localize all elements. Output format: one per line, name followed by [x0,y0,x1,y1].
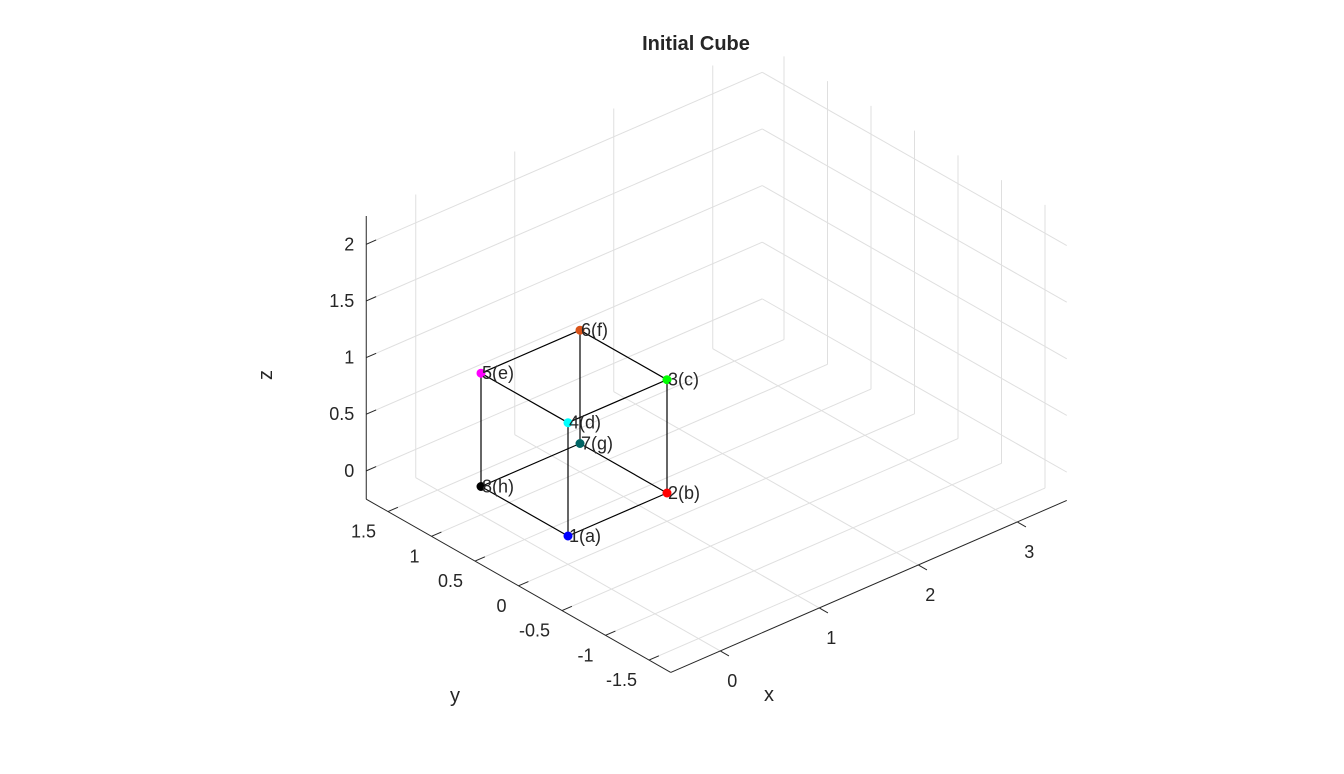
y-tick-label: 0.5 [438,571,463,591]
grid-line [366,128,763,302]
cube-edge [480,372,569,424]
chart-title: Initial Cube [642,33,750,55]
z-tick [366,352,377,359]
grid-line [366,298,763,472]
cube-edge [579,329,668,381]
vertex-marker [662,488,672,498]
cube-vertices: 1(a) 2(b) 3(c) 4(d) 5(e) 6(f) 7(g) 8(h) [476,320,700,546]
y-tick [387,506,399,513]
grid-line [762,71,1067,246]
cube-edge [567,492,668,537]
grid-line [431,363,828,537]
z-tick-label: 1 [344,348,354,368]
cube-edge [480,329,581,374]
grid-line [474,388,872,562]
y-tick-label: 0 [496,596,506,616]
x-tick-label: 0 [727,671,737,691]
y-tick-label: -1.5 [606,670,637,690]
y-tick [474,556,486,562]
grid-layer [366,56,1067,661]
cube-edge [567,379,668,424]
y-tick [605,630,616,636]
y-axis-label: y [450,685,460,707]
vertex-marker [575,325,585,335]
z-axis-label: z [255,370,277,380]
vertex-label: 8(h) [482,477,514,497]
cube-edge [480,485,569,537]
y-tick [648,655,660,661]
x-tick [720,650,730,657]
x-tick [918,564,928,571]
y-tick-label: 1 [409,546,419,566]
vertex-marker [563,418,573,428]
grid-line [648,487,1046,661]
vertex-label: 5(e) [482,363,514,383]
grid-line [762,298,1067,473]
cube-edge [579,442,668,494]
grid-line [561,438,959,612]
y-tick [518,581,529,587]
vertex-marker [563,531,573,541]
grid-line [605,462,1002,636]
y-tick [561,605,573,612]
x-axis-label: x [764,684,774,706]
grid-line [762,185,1067,360]
z-tick-label: 2 [344,234,354,254]
vertex-marker [476,368,486,378]
z-tick [366,296,377,302]
vertex-label: 3(c) [668,370,699,390]
y-tick-label: -1 [577,645,593,665]
y-tick-label: -0.5 [519,621,550,641]
z-tick [366,409,377,415]
vertex-marker [662,375,672,385]
grid-line [366,185,763,359]
z-tick-label: 0.5 [329,404,354,424]
vertex-marker [476,482,486,491]
grid-line [366,71,763,245]
x-tick-label: 3 [1024,542,1034,562]
vertex-label: 2(b) [668,483,700,503]
grid-line [762,128,1067,303]
x-tick [1017,521,1027,528]
z-tick [366,239,377,245]
vertex-label: 6(f) [581,320,608,340]
vertex-label: 4(d) [569,413,601,433]
x-tick-label: 2 [925,585,935,605]
x-tick-label: 1 [826,628,836,648]
y-tick-label: 1.5 [351,522,376,542]
z-tick [366,466,377,472]
x-tick [819,607,829,614]
y-tick [431,531,442,537]
cube-edges [480,329,668,537]
z-tick-label: 1.5 [329,291,354,311]
axis-layer: 0 1 2 3 -1.5 -1 -0.5 0 0.5 1 1.5 0 0.5 1 1.5 2 [329,215,1067,691]
grid-line [762,241,1067,416]
grid-line [518,413,915,587]
grid-line [387,339,785,513]
z-tick-label: 0 [344,461,354,481]
cube-edge [480,442,581,488]
x-axis-line [670,499,1067,673]
vertex-label: 7(g) [581,434,613,454]
labels-layer: Initial Cube x y z [255,33,774,707]
grid-line [366,241,763,415]
vertex-marker [575,439,585,448]
vertex-label: 1(a) [569,526,601,546]
